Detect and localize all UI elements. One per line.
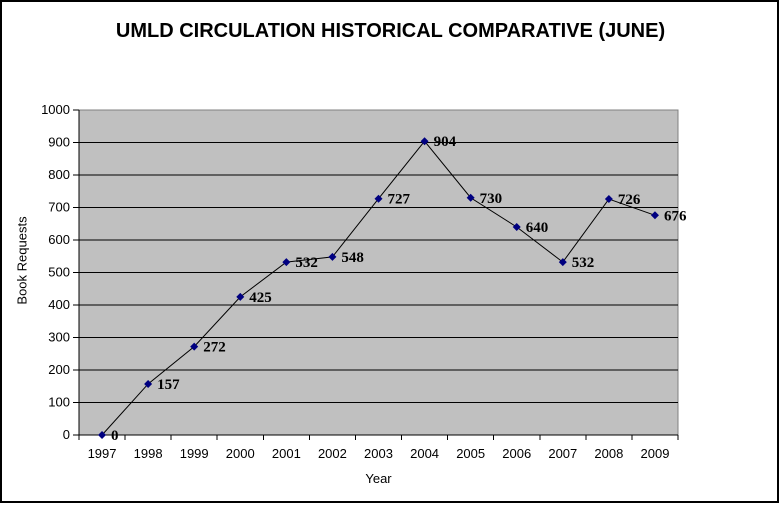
y-tick-label: 400 <box>48 297 70 312</box>
data-point-marker <box>420 137 429 146</box>
y-tick-label: 200 <box>48 362 70 377</box>
data-point-marker <box>604 195 613 204</box>
y-tick-label: 900 <box>48 135 70 150</box>
data-point-label: 904 <box>434 134 457 150</box>
data-point-marker <box>236 292 245 301</box>
x-tick-label: 2002 <box>318 446 347 461</box>
data-point-label: 425 <box>249 290 272 306</box>
x-tick-label: 2003 <box>364 446 393 461</box>
data-point-marker <box>190 342 199 351</box>
x-tick-label: 2006 <box>502 446 531 461</box>
x-axis-title: Year <box>365 471 392 486</box>
data-point-label: 730 <box>480 191 503 207</box>
data-point-label: 727 <box>388 192 411 208</box>
x-tick-label: 1998 <box>134 446 163 461</box>
data-point-marker <box>512 223 521 231</box>
data-point-marker <box>466 193 475 202</box>
data-point-label: 726 <box>618 192 641 208</box>
data-point-marker <box>374 194 383 203</box>
data-point-label: 157 <box>157 377 180 393</box>
x-tick-label: 1999 <box>180 446 209 461</box>
data-point-marker <box>98 431 107 439</box>
y-tick-label: 700 <box>48 200 70 215</box>
chart-title: UMLD CIRCULATION HISTORICAL COMPARATIVE … <box>115 20 666 42</box>
data-point-label: 0 <box>111 428 119 444</box>
data-point-marker <box>558 258 567 267</box>
x-tick-label: 2007 <box>548 446 577 461</box>
x-tick-label: 2005 <box>456 446 485 461</box>
x-tick-label: 2000 <box>226 446 255 461</box>
x-tick-label: 2004 <box>410 446 439 461</box>
y-axis-title: Book Requests <box>14 216 30 305</box>
data-point-label: 640 <box>526 220 549 236</box>
x-tick-label: 1997 <box>88 446 117 461</box>
data-point-label: 676 <box>664 208 687 224</box>
y-tick-label: 800 <box>48 167 70 182</box>
x-tick-label: 2001 <box>272 446 301 461</box>
x-tick-label: 2009 <box>641 446 670 461</box>
y-tick-label: 600 <box>48 232 70 247</box>
y-tick-label: 0 <box>63 427 70 442</box>
data-point-marker <box>282 258 291 267</box>
y-tick-label: 100 <box>48 395 70 410</box>
data-point-marker <box>650 211 659 220</box>
y-tick-label: 1000 <box>41 102 70 117</box>
y-tick-label: 300 <box>48 330 70 345</box>
data-point-label: 272 <box>203 340 226 356</box>
data-point-marker <box>328 252 337 261</box>
data-point-label: 532 <box>295 255 318 271</box>
data-point-label: 532 <box>572 255 595 271</box>
data-point-marker <box>144 379 153 388</box>
x-tick-label: 2008 <box>594 446 623 461</box>
data-point-label: 548 <box>341 250 364 266</box>
y-tick-label: 500 <box>48 265 70 280</box>
